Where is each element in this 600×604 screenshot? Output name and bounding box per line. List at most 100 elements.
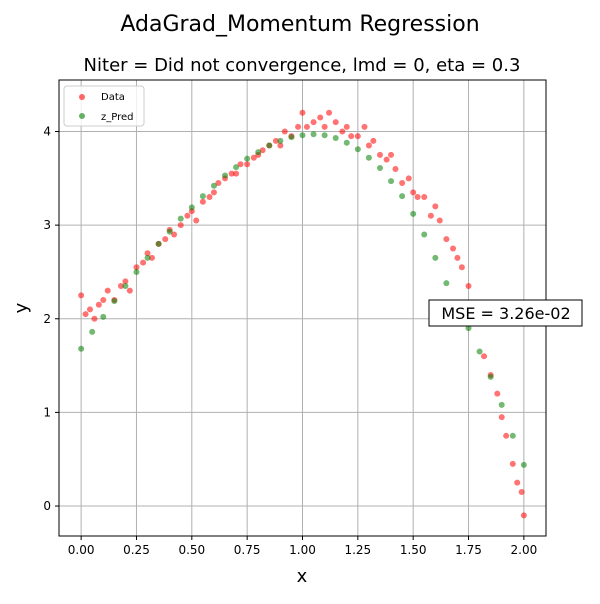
data-point	[95, 301, 102, 308]
z-pred-point	[100, 313, 107, 320]
z-pred-point	[399, 193, 406, 200]
grid	[59, 80, 546, 536]
z-pred-point	[244, 155, 251, 162]
data-point	[133, 264, 140, 271]
data-point	[171, 231, 178, 238]
z-pred-point	[277, 137, 284, 144]
data-point	[177, 222, 184, 229]
legend-marker-z-pred	[79, 113, 85, 119]
z-pred-point	[122, 282, 129, 289]
data-point	[392, 165, 399, 172]
data-point	[122, 278, 129, 285]
data-point	[388, 151, 395, 158]
data-point	[86, 306, 93, 313]
z-pred-point	[498, 401, 505, 408]
z-pred-point	[421, 231, 428, 238]
data-point	[317, 114, 324, 121]
z-pred-point	[410, 210, 417, 217]
data-point	[383, 156, 390, 163]
data-point	[299, 109, 306, 116]
legend-label-z-pred: z_Pred	[101, 112, 134, 123]
data-point	[126, 287, 133, 294]
z-pred-point	[354, 146, 361, 153]
chart-title: Niter = Did not convergence, lmd = 0, et…	[84, 55, 521, 76]
z-pred-point	[199, 193, 206, 200]
data-point	[450, 245, 457, 252]
z-pred-point	[310, 131, 317, 138]
data-point	[148, 254, 155, 261]
data-point	[443, 236, 450, 243]
data-point	[244, 161, 251, 168]
z-pred-point	[299, 132, 306, 139]
data-point	[140, 259, 147, 266]
data-point	[104, 287, 111, 294]
data-point	[520, 512, 527, 519]
legend: Data z_Pred	[63, 85, 145, 127]
data-point	[376, 151, 383, 158]
x-tick-label: 0.75	[234, 543, 261, 557]
y-tick-label: 1	[43, 405, 51, 419]
data-point	[436, 217, 443, 224]
y-tick-label: 2	[43, 312, 51, 326]
data-point	[144, 250, 151, 257]
z-pred-point	[78, 345, 85, 352]
axis-ticks: 0.00 0.25 0.50 0.75 1.00 1.25 1.50 1.75 2.00 0 1 2 3…	[43, 124, 537, 557]
data-point	[326, 109, 333, 116]
data-point	[509, 460, 516, 467]
data-point	[117, 282, 124, 289]
data-point	[498, 414, 505, 421]
z-pred-point	[155, 240, 162, 247]
data-point	[193, 217, 200, 224]
z-pred-point	[376, 165, 383, 172]
legend-marker-data	[79, 94, 85, 100]
data-point	[82, 311, 89, 318]
data-point	[348, 133, 355, 140]
legend-label-data: Data	[101, 92, 125, 103]
data-point	[184, 212, 191, 219]
data-point	[405, 175, 412, 182]
data-point	[237, 161, 244, 168]
z-pred-point	[89, 328, 96, 335]
mse-annotation-box	[428, 299, 583, 327]
data-point	[465, 282, 472, 289]
z-pred-point	[509, 432, 516, 439]
data-point	[414, 194, 421, 201]
y-tick-label: 0	[43, 499, 51, 513]
data-point	[427, 212, 434, 219]
data-point	[365, 142, 372, 149]
data-point	[310, 119, 317, 126]
x-tick-label: 1.75	[455, 543, 482, 557]
z-pred-point	[487, 373, 494, 380]
data-point	[272, 137, 279, 144]
data-point	[503, 432, 510, 439]
data-point	[332, 119, 339, 126]
z-pred-point	[188, 204, 195, 211]
z-pred-point	[222, 172, 229, 179]
mse-annotation: MSE = 3.26e-02	[428, 299, 583, 327]
x-tick-label: 1.00	[289, 543, 316, 557]
x-tick-label: 0.50	[178, 543, 205, 557]
data-point	[210, 189, 217, 196]
data-point	[277, 142, 284, 149]
data-point	[250, 154, 257, 161]
z-pred-point	[288, 134, 295, 141]
data-point	[361, 123, 368, 130]
z-pred-point	[343, 139, 350, 146]
z-pred-point	[443, 280, 450, 287]
data-point	[354, 133, 361, 140]
data-point	[78, 292, 85, 299]
data-point	[295, 123, 302, 130]
data-point	[206, 194, 213, 201]
x-axis-label: x	[297, 566, 308, 587]
data-point	[233, 170, 240, 177]
data-point	[339, 128, 346, 135]
data-point	[454, 254, 461, 261]
z-pred-point	[177, 215, 184, 222]
data-point	[228, 170, 235, 177]
z-pred-point	[432, 254, 439, 261]
y-tick-label: 3	[43, 218, 51, 232]
z-pred-point	[465, 325, 472, 332]
x-tick-label: 1.25	[344, 543, 371, 557]
